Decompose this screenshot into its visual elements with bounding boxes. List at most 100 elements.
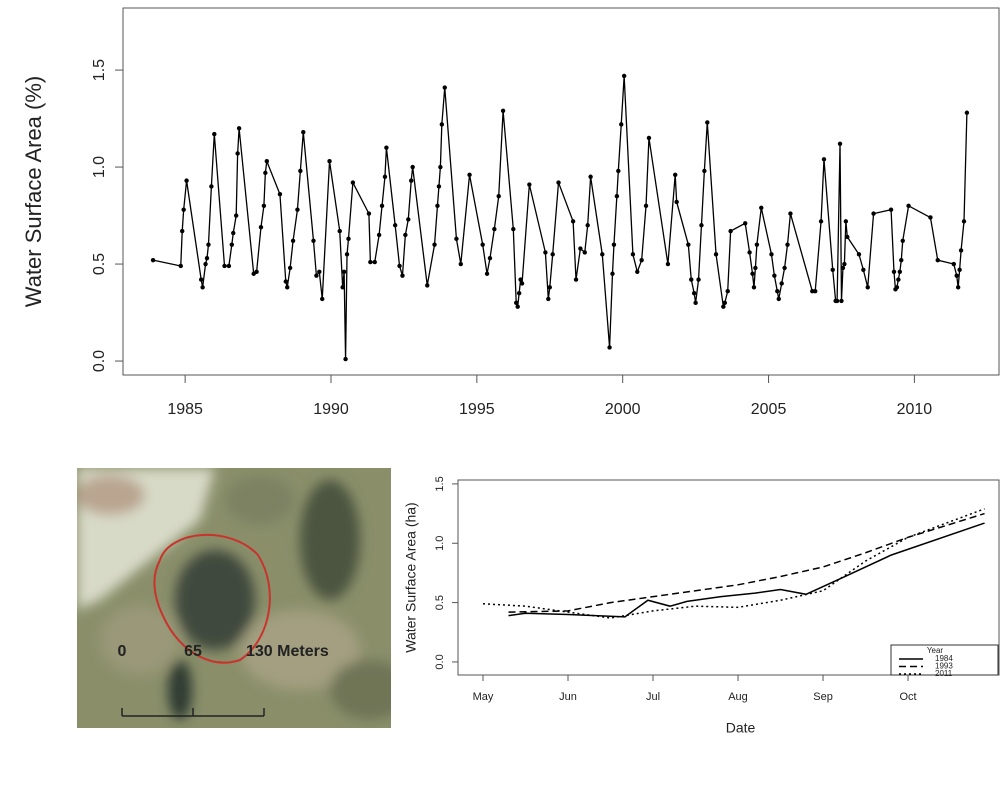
y-tick-label: 0.5 <box>434 595 446 610</box>
legend-label: 1984 <box>935 654 953 663</box>
data-point <box>283 279 288 284</box>
data-point <box>500 108 506 114</box>
legend-box <box>890 644 999 676</box>
data-point <box>372 259 377 265</box>
y-tick-label: 1.0 <box>434 536 446 551</box>
x-tick-label: 2005 <box>751 401 787 418</box>
data-point <box>235 151 240 156</box>
data-point <box>788 211 793 216</box>
data-point <box>635 269 640 275</box>
data-point <box>290 238 296 243</box>
data-point <box>818 219 824 224</box>
data-point <box>198 277 204 282</box>
data-point <box>514 300 519 306</box>
x-tick-label: May <box>473 691 494 703</box>
data-point <box>301 129 306 135</box>
data-point <box>843 219 849 224</box>
x-tick-label: Jun <box>559 691 577 703</box>
data-point <box>696 277 701 282</box>
data-point <box>209 184 214 189</box>
y-tick-label: 0.0 <box>434 654 446 669</box>
data-point <box>180 228 185 234</box>
data-point <box>181 207 186 212</box>
x-tick-label: 1995 <box>459 401 495 418</box>
data-point <box>547 285 552 290</box>
data-point <box>673 172 678 178</box>
data-point <box>897 269 903 275</box>
data-point <box>871 211 876 216</box>
data-point <box>382 174 388 179</box>
data-point <box>212 131 217 137</box>
data-point <box>311 238 316 243</box>
data-point <box>204 256 210 261</box>
data-point <box>779 281 784 286</box>
data-point <box>896 277 901 282</box>
y-tick-label: 1.5 <box>91 59 108 81</box>
aerial-image <box>77 468 391 728</box>
data-point <box>691 290 697 296</box>
data-point <box>751 285 757 290</box>
data-point <box>951 261 956 267</box>
data-point <box>621 73 627 79</box>
y-axis-label: Water Surface Area (ha) <box>403 502 419 652</box>
data-point <box>231 230 236 236</box>
data-point <box>379 203 385 209</box>
data-point <box>406 217 411 222</box>
data-point <box>236 126 242 131</box>
x-tick-label: Sep <box>813 691 833 703</box>
data-point <box>254 269 259 275</box>
data-point <box>665 261 671 267</box>
data-point <box>263 170 268 176</box>
data-point <box>546 296 551 302</box>
data-point <box>438 164 443 170</box>
data-point <box>888 207 894 212</box>
y-tick-label: 1.0 <box>91 156 108 178</box>
data-point <box>616 168 621 174</box>
data-point <box>906 203 911 209</box>
data-point <box>743 221 748 226</box>
data-point <box>935 257 940 263</box>
data-point <box>894 285 900 290</box>
data-point <box>344 252 350 257</box>
scale-label: 65 <box>184 643 202 660</box>
data-point <box>699 223 704 228</box>
data-point <box>578 246 583 251</box>
legend-label: 2011 <box>935 669 953 678</box>
data-point <box>839 298 844 304</box>
data-point <box>436 184 442 189</box>
data-point <box>728 228 733 234</box>
data-point <box>206 242 211 247</box>
data-point <box>439 122 445 127</box>
data-point <box>314 273 319 278</box>
data-point <box>754 242 760 247</box>
plot-frame <box>122 7 1000 376</box>
x-tick-label: 2010 <box>897 401 933 418</box>
data-point <box>343 356 348 362</box>
data-point <box>341 269 347 275</box>
x-tick-label: 1985 <box>167 401 203 418</box>
data-point <box>222 263 227 269</box>
data-point <box>226 263 232 269</box>
data-point <box>759 205 764 210</box>
x-tick-label: Jul <box>646 691 660 703</box>
data-point <box>588 174 593 179</box>
data-point <box>570 219 576 224</box>
data-point <box>261 203 267 209</box>
data-point <box>775 289 780 294</box>
data-point <box>750 271 755 276</box>
x-tick-label: 2000 <box>605 401 641 418</box>
data-point <box>619 122 624 127</box>
y-tick-label: 1.5 <box>434 476 446 491</box>
data-point <box>958 248 964 253</box>
data-point <box>725 289 730 294</box>
data-point <box>516 290 522 296</box>
data-point <box>769 252 774 257</box>
data-point <box>899 257 904 263</box>
data-point <box>842 261 847 267</box>
data-point <box>458 261 463 267</box>
data-point <box>442 85 447 90</box>
data-point <box>845 234 850 240</box>
data-point <box>837 141 843 146</box>
data-point <box>425 283 430 288</box>
data-point <box>674 199 679 205</box>
